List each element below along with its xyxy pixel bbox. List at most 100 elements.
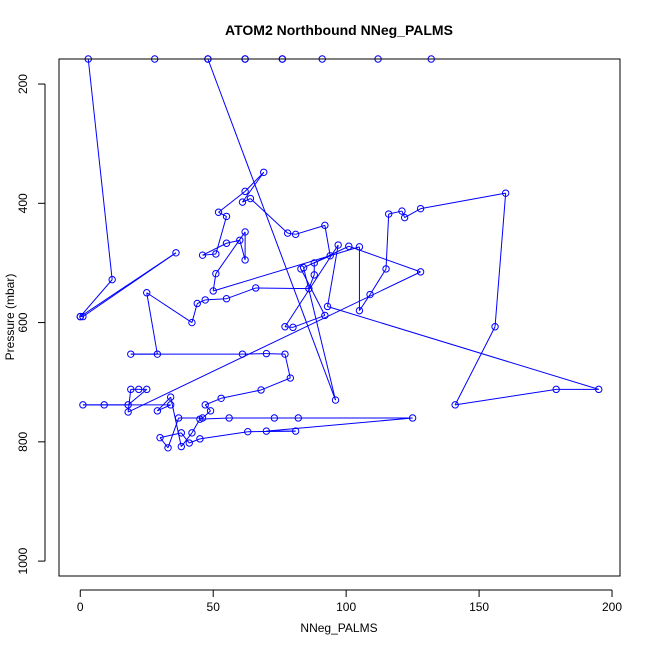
data-point (289, 323, 297, 332)
data-point (260, 168, 268, 176)
data-point (172, 249, 180, 257)
data-point (177, 429, 186, 437)
series-segment (199, 431, 248, 440)
data-point (262, 349, 271, 358)
data-point (209, 287, 217, 295)
series-segment (87, 58, 113, 280)
data-point (166, 401, 175, 409)
series-segment (191, 418, 201, 434)
data-point (241, 187, 249, 196)
series-segment (213, 246, 360, 292)
data-point (257, 386, 265, 394)
y-tick-label: 400 (16, 193, 30, 213)
x-tick-label: 200 (602, 600, 622, 614)
data-point (174, 414, 183, 422)
x-tick-label: 150 (469, 600, 489, 614)
x-tick-label: 100 (336, 600, 356, 614)
series-segment (207, 58, 336, 401)
data-point (305, 284, 313, 293)
series-segment (215, 216, 227, 255)
series-segment (146, 292, 158, 355)
data-point (100, 401, 108, 409)
data-point (297, 265, 305, 273)
series-segment (218, 211, 227, 217)
series-segment (189, 438, 201, 444)
chart-title: ATOM2 Northbound NNeg_PALMS (225, 22, 453, 38)
series-segment (287, 232, 296, 235)
data-point (217, 394, 225, 402)
data-point (124, 401, 132, 409)
series-segment (327, 305, 599, 390)
series-segment (180, 432, 190, 444)
series-segment (197, 299, 206, 304)
data-point (286, 374, 295, 382)
series-segment (266, 417, 413, 432)
y-axis-label: Pressure (mbar) (3, 274, 17, 361)
data-point (283, 229, 292, 237)
data-point (262, 427, 271, 435)
series-segment (79, 252, 177, 318)
series-segment (226, 287, 256, 300)
data-point (164, 444, 172, 452)
data-point (196, 435, 204, 443)
data-point (281, 350, 289, 358)
series-segment (79, 279, 113, 317)
data-point (326, 252, 334, 260)
series-segment (242, 172, 265, 203)
series-segment (295, 224, 326, 235)
series-segment (324, 225, 331, 256)
data-point (331, 396, 340, 404)
data-point (400, 213, 409, 222)
data-point (135, 385, 143, 394)
series-lines (79, 58, 599, 449)
series-segment (242, 353, 267, 355)
data-point (355, 306, 364, 315)
data-point (355, 243, 364, 251)
data-point (552, 385, 560, 394)
data-point (321, 311, 329, 320)
data-point (153, 407, 162, 415)
series-segment (202, 242, 227, 256)
series-segment (388, 210, 403, 215)
data-point (384, 210, 393, 218)
data-point (222, 212, 231, 221)
series-segment (218, 190, 246, 213)
data-point (127, 350, 135, 358)
data-point (238, 198, 247, 206)
data-point (177, 442, 186, 451)
series-segment (202, 253, 216, 256)
series-segment (159, 437, 169, 449)
data-point (408, 414, 417, 422)
data-point (79, 401, 87, 409)
series-segment (242, 198, 251, 203)
data-point (225, 414, 233, 422)
data-point (79, 312, 87, 321)
series-segment (284, 326, 294, 328)
data-point (281, 323, 289, 331)
data-point (491, 323, 499, 331)
data-point (366, 290, 374, 299)
data-point (382, 265, 390, 273)
data-point (127, 385, 135, 394)
data-point (201, 401, 209, 409)
x-axis-label: NNeg_PALMS (300, 621, 377, 635)
data-point (212, 250, 220, 258)
data-point (193, 299, 201, 308)
y-tick-label: 600 (16, 312, 30, 332)
data-point (236, 236, 244, 244)
data-point (222, 295, 231, 303)
series-segment (327, 244, 339, 307)
series-points (76, 55, 603, 452)
plot-frame (58, 58, 621, 577)
data-point (212, 269, 220, 278)
series-segment (284, 354, 291, 379)
data-point (198, 251, 207, 259)
series-segment (205, 397, 222, 406)
data-point (345, 242, 353, 250)
data-point (416, 268, 425, 276)
data-point (241, 256, 249, 264)
data-point (201, 296, 209, 304)
series-segment (127, 271, 421, 413)
data-point (214, 208, 223, 216)
